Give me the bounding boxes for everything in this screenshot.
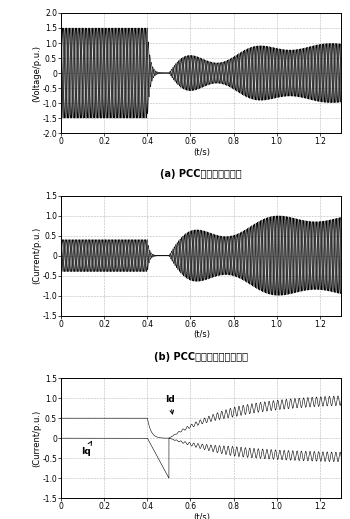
Text: (a) PCC点三相电压波形: (a) PCC点三相电压波形	[160, 169, 242, 179]
X-axis label: (t/s): (t/s)	[193, 330, 210, 339]
X-axis label: (t/s): (t/s)	[193, 513, 210, 519]
Text: Iq: Iq	[81, 441, 92, 456]
Text: Id: Id	[165, 395, 175, 414]
X-axis label: (t/s): (t/s)	[193, 147, 210, 157]
Y-axis label: (Voltage/p.u.): (Voltage/p.u.)	[32, 45, 41, 102]
Text: (b) PCC点三相输出电流波形: (b) PCC点三相输出电流波形	[154, 352, 248, 362]
Y-axis label: (Current/p.u.): (Current/p.u.)	[32, 227, 41, 284]
Y-axis label: (Current/p.u.): (Current/p.u.)	[32, 409, 41, 467]
